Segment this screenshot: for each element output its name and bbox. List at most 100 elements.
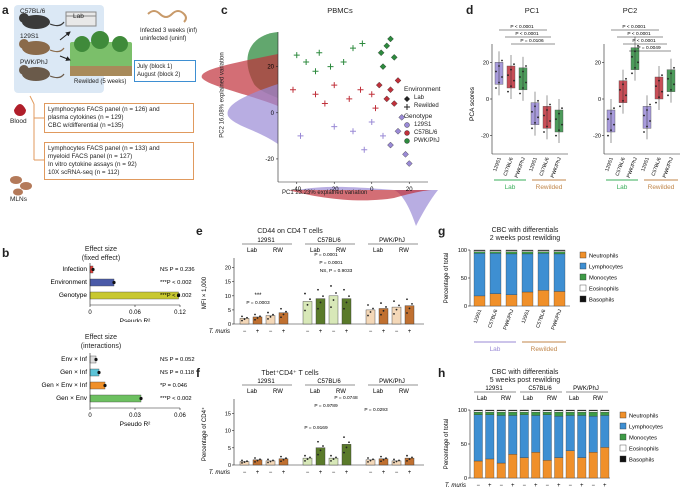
sample-point: [267, 311, 269, 314]
effect-size-fixed-chart: Infection NS P = 0.236 Environment ***P < 0…: [51, 263, 195, 322]
pca-score-point: [655, 101, 657, 104]
pca-score-point: [649, 120, 651, 122]
sample-point: [395, 308, 398, 311]
tmuris-sign: +: [319, 470, 323, 476]
pca-score-point: [607, 134, 609, 137]
sample-point: [306, 458, 309, 461]
strain-header: PWK/PhJ: [379, 379, 405, 385]
neutrophil-segment: [473, 295, 486, 307]
effect-bar: [89, 381, 106, 390]
neutrophil-segment: [505, 294, 518, 307]
pca-score-point: [649, 103, 651, 106]
sample-point: [411, 456, 413, 459]
block-1-label: July (block 1): [137, 64, 173, 70]
effect-stat: NS P = 0.052: [160, 357, 195, 363]
mouse-129-icon: [19, 39, 65, 55]
neutrophil-segment: [508, 454, 518, 479]
cbc-5wk-chart: 100 50 0 Percentage of total Neutrophils Lymp…: [444, 386, 663, 489]
sample-point: [335, 292, 337, 294]
group-label: C57BL/6: [487, 308, 499, 329]
basophil-segment: [600, 409, 610, 411]
cbc2-title-2: 2 weeks post rewilding: [489, 235, 561, 242]
basophil-segment: [505, 249, 518, 251]
strain-header: 129S1: [257, 238, 275, 244]
effect-point: [139, 396, 143, 401]
pca-score-point: [619, 88, 621, 91]
pca-point-rewilded: [361, 146, 368, 153]
x-axis-label: Pseudo R²: [120, 318, 152, 322]
x-tick-label: 0: [88, 413, 92, 419]
pca-point-lab: [383, 42, 391, 50]
sample-point: [343, 307, 345, 310]
legend-genotype-marker: [404, 130, 410, 136]
panel-label-e: e: [196, 224, 203, 238]
cbc5-title-1: CBC with differentials: [491, 369, 559, 376]
pca-score-point: [667, 94, 669, 97]
sample-point: [398, 304, 400, 307]
neutrophil-segment: [496, 462, 506, 479]
pca-score-point: [522, 70, 524, 73]
blood-label: Blood: [10, 118, 27, 125]
pca-score-point: [625, 94, 627, 97]
eosinophil-segment: [577, 410, 587, 413]
pca-point-lab: [379, 63, 387, 70]
monocyte-segment: [519, 411, 529, 415]
sample-point: [246, 316, 248, 319]
neutrophil-segment: [600, 447, 610, 479]
lymphocyte-segment: [485, 414, 495, 460]
tmuris-sign: −: [545, 483, 549, 489]
cbc-2wk-chart: 100 50 0 Percentage of total Neutrophils Lymp…: [444, 248, 623, 353]
y-tick-label: -20: [265, 157, 274, 163]
basophil-segment: [473, 409, 483, 411]
tmuris-sign: +: [256, 470, 260, 476]
pca-score-point: [498, 81, 500, 84]
lymphocyte-segment: [554, 415, 564, 458]
rewilded-label: Rewilded: [531, 346, 558, 353]
blood-drop-icon: [14, 104, 26, 116]
x-axis-label: Pseudo R²: [120, 421, 152, 428]
sample-point: [241, 459, 243, 462]
sample-point: [269, 460, 272, 463]
tmuris-sign: +: [534, 483, 538, 489]
sample-point: [269, 315, 272, 318]
sample-point: [267, 458, 269, 461]
block-2-label: August (block 2): [137, 72, 181, 78]
sample-point: [367, 461, 369, 463]
strain-header: C57BL/6: [317, 238, 341, 244]
effect-stat: NS P = 0.118: [160, 370, 194, 376]
env-header-rw: RW: [593, 396, 603, 402]
pca-score-point: [501, 76, 503, 78]
sample-point: [254, 457, 256, 459]
pc2-axis-label: PC2 16.08% explained variation: [219, 52, 226, 138]
pca-score-point: [534, 105, 536, 108]
mean-bar: [404, 457, 415, 466]
tbet-chart: 129S1 Lab RW C57BL/6 Lab RW PWK/PhJ Lab RW 15 10 5 0…: [201, 379, 424, 476]
lymphocyte-segment: [508, 415, 518, 455]
mean-bar: [278, 458, 289, 466]
x-tick-label: 0: [88, 310, 92, 316]
effect-label: Gen × Env × Inf: [41, 382, 87, 389]
group-label: C57BL/6: [535, 308, 547, 329]
group-label: C57BL/6: [615, 156, 627, 177]
pca-score-point: [525, 65, 527, 67]
strain-header: 129S1: [257, 379, 275, 385]
panel-label-h: h: [438, 366, 446, 380]
y-tick-label: 15: [225, 280, 231, 286]
blood-box-line-2: plasma cytokines (n = 129): [48, 114, 124, 121]
env-header-lab: Lab: [569, 396, 580, 402]
neutrophil-segment: [537, 290, 550, 307]
pc2-title: PC2: [622, 6, 638, 15]
pca-point-lab: [375, 81, 383, 89]
sample-point: [367, 304, 369, 306]
mean-bar: [302, 301, 313, 325]
pca-score-point: [495, 70, 497, 73]
legend-label: Monocytes: [589, 276, 617, 282]
pca-score-point: [613, 123, 615, 126]
y-tick-label: 0: [228, 322, 231, 328]
monocyte-segment: [565, 411, 575, 416]
pca-score-point: [610, 129, 612, 132]
pca-score-point: [561, 107, 563, 110]
x-tick-label: 0.12: [174, 310, 186, 316]
legend-swatch: [579, 262, 587, 270]
sample-point: [317, 440, 319, 443]
